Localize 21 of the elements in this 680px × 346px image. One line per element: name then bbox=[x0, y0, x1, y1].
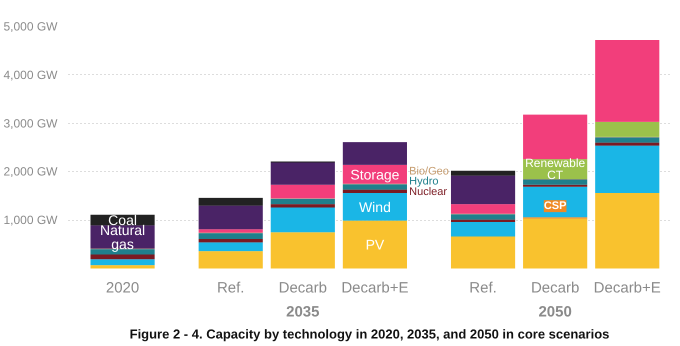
series-label: Storage bbox=[350, 166, 400, 182]
series-label: Wind bbox=[358, 198, 391, 215]
x-tick-label: 2020 bbox=[106, 280, 140, 296]
series-label: PV bbox=[366, 236, 385, 253]
x-tick-label: Ref. bbox=[469, 280, 497, 296]
series-label: CSP bbox=[544, 200, 566, 212]
x-tick-label: Ref. bbox=[216, 280, 244, 296]
y-tick-label: 1,000 GW bbox=[3, 213, 58, 228]
x-tick-label: Decarb+E bbox=[341, 280, 408, 296]
y-tick-label: 2,000 GW bbox=[3, 164, 58, 179]
y-tick-label: 4,000 GW bbox=[3, 68, 58, 82]
series-label: Bio/Geo bbox=[409, 165, 449, 178]
y-tick-label: 3,000 GW bbox=[3, 116, 58, 130]
series-label: Hydro bbox=[409, 176, 438, 188]
text: Figure 2 - 4. Capacity by technology in 2020, 2035, and 2050 in core scenarios bbox=[130, 326, 610, 342]
y-tick-label: 5,000 GW bbox=[3, 20, 58, 34]
category-label: Decarb 2050 bbox=[530, 280, 580, 320]
series-label: Nuclear bbox=[409, 186, 448, 198]
x-tick-label: Decarb+E bbox=[594, 280, 661, 296]
series-label: Renewable CT bbox=[525, 156, 586, 182]
category-label: Decarb 2035 bbox=[278, 280, 327, 320]
